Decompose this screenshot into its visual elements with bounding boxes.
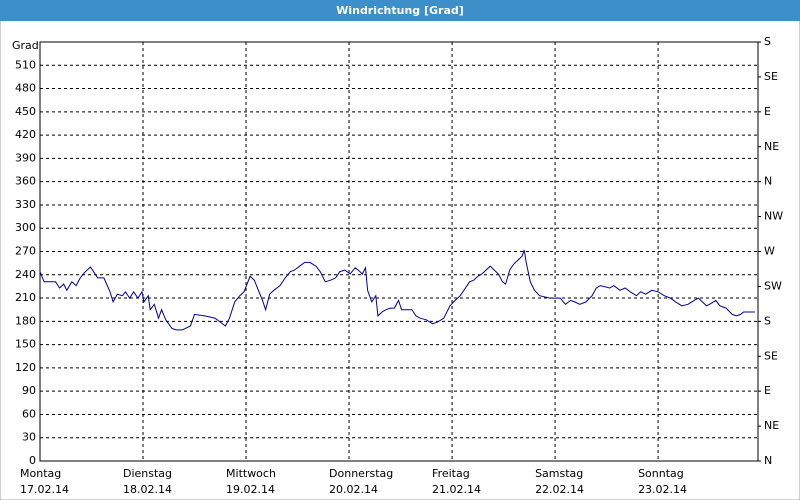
y-tick-label: 300 — [15, 221, 36, 234]
y-tick-label: 450 — [15, 105, 36, 118]
x-tick-date: 21.02.14 — [432, 483, 481, 496]
y-tick-label: 120 — [15, 361, 36, 374]
y-tick-label: 420 — [15, 128, 36, 141]
y2-tick-label: SE — [764, 70, 778, 83]
y2-tick-label: N — [764, 175, 772, 188]
x-tick-label: Freitag — [432, 467, 470, 480]
y-tick-label: 510 — [15, 58, 36, 71]
x-tick-label: Samstag — [535, 467, 583, 480]
x-tick-date: 22.02.14 — [535, 483, 584, 496]
x-tick-date: 17.02.14 — [20, 483, 69, 496]
y2-tick-label: S — [764, 35, 771, 48]
x-tick-date: 20.02.14 — [329, 483, 378, 496]
y2-tick-label: W — [764, 245, 775, 258]
x-tick-label: Dienstag — [123, 467, 172, 480]
y2-tick-label: NE — [764, 419, 779, 432]
y-tick-label: 390 — [15, 151, 36, 164]
y2-tick-label: SE — [764, 349, 778, 362]
y-tick-label: 240 — [15, 268, 36, 281]
x-tick-label: Donnerstag — [329, 467, 393, 480]
y-tick-label: 60 — [22, 407, 36, 420]
y-tick-label: 150 — [15, 338, 36, 351]
y-tick-label: 270 — [15, 245, 36, 258]
y2-tick-label: NE — [764, 140, 779, 153]
y-tick-label: 90 — [22, 384, 36, 397]
y2-tick-label: E — [764, 384, 771, 397]
y-tick-label: 360 — [15, 175, 36, 188]
x-tick-date: 18.02.14 — [123, 483, 172, 496]
x-tick-label: Montag — [20, 467, 61, 480]
y-tick-label: 0 — [29, 454, 36, 467]
y-tick-label: 30 — [22, 431, 36, 444]
y2-tick-label: NW — [764, 210, 783, 223]
y-tick-label: 480 — [15, 82, 36, 95]
y2-tick-label: S — [764, 314, 771, 327]
title-bar — [0, 0, 800, 21]
x-tick-date: 19.02.14 — [226, 483, 275, 496]
y-tick-label: 210 — [15, 291, 36, 304]
x-tick-label: Sonntag — [638, 467, 684, 480]
data-line — [39, 249, 755, 331]
y-tick-label: 330 — [15, 198, 36, 211]
y2-tick-label: SW — [764, 279, 782, 292]
chart-title: Windrichtung [Grad] — [336, 4, 464, 17]
x-tick-label: Mittwoch — [226, 467, 276, 480]
y2-tick-label: E — [764, 105, 771, 118]
y2-tick-label: N — [764, 454, 772, 467]
x-tick-date: 23.02.14 — [638, 483, 687, 496]
y-tick-label: 180 — [15, 314, 36, 327]
y-axis-label: Grad — [12, 39, 39, 52]
